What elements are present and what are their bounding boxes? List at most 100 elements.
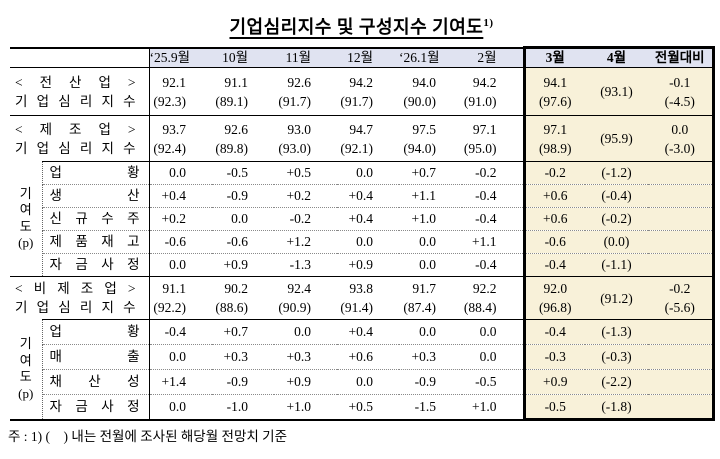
contrib-row-label: 자 금 사 정	[42, 253, 150, 277]
contrib-value-cell: +0.9	[212, 253, 274, 277]
contrib-value-cell: -0.4	[149, 319, 212, 345]
contrib-row: 기 여 도 (p) 업 황 -0.4 +0.7 0.0 +0.4 0.0 0.0 -0.4 (-1…	[10, 319, 715, 421]
contrib-value-cell: 0.0	[149, 344, 212, 370]
contrib-value-cell: (-1.1)	[585, 253, 648, 277]
contrib-value-cell: +1.2	[274, 230, 337, 254]
contrib-value-cell: +0.4	[149, 184, 212, 208]
index-value-cell: 90.2 (88.6)	[212, 276, 274, 320]
index-value-top: 92.6	[287, 74, 311, 90]
index-value-cell: 92.1 (92.3)	[149, 67, 212, 116]
index-value-cell: 97.1 (98.9)	[522, 115, 585, 162]
contrib-value-cell	[648, 253, 715, 277]
index-value-cell: -0.1 (-4.5)	[648, 67, 715, 116]
contrib-group-cell: 기 여 도 (p)	[10, 161, 43, 277]
index-value-cell: 94.0 (90.0)	[399, 67, 462, 116]
contrib-value-cell: (-2.2)	[585, 369, 648, 395]
contrib-row: 매 출 0.0 +0.3 +0.3 +0.6 +0.3 0.0 -0.3 (-0.3)	[10, 344, 715, 370]
contrib-value-cell: (-1.8)	[585, 394, 648, 421]
index-value-bottom: (91.4)	[340, 300, 373, 315]
index-value-bottom: (-4.5)	[664, 93, 695, 109]
contrib-value-cell: -0.2	[462, 161, 524, 185]
contrib-row: 자 금 사 정 0.0 +0.9 -1.3 +0.9 0.0 -0.4 -0.4 (-1.1)	[10, 253, 715, 277]
index-value-cell: 91.1 (89.1)	[212, 67, 274, 116]
contrib-value-cell: -0.5	[522, 394, 585, 421]
month-header-cell: ‘25.9월	[149, 46, 212, 68]
contrib-value-cell	[648, 161, 715, 185]
contrib-value-cell: -0.4	[462, 253, 524, 277]
month-header-cell: 11월	[274, 46, 337, 68]
contrib-row: 생 산 +0.4 -0.9 +0.2 +0.4 +1.1 -0.4 +0.6 (-0.4)	[10, 184, 715, 208]
contrib-row: 기 여 도 (p) 업 황 0.0 -0.5 +0.5 0.0 +0.7 -0.2 -0.2 (-…	[10, 161, 715, 277]
contrib-value-cell: +0.6	[337, 344, 399, 370]
contrib-value-cell: +0.7	[399, 161, 462, 185]
report-page: 기업심리지수 및 구성지수 기여도1) ‘25.9월 10월 11월 12월 ‘26.1…	[0, 13, 720, 459]
index-value-bottom: (88.4)	[463, 300, 497, 315]
contrib-value-cell: +1.0	[462, 394, 524, 421]
contrib-value-cell: (0.0)	[585, 230, 648, 254]
contrib-value-cell	[648, 207, 715, 231]
contrib-value-cell: -0.6	[149, 230, 212, 254]
index-value-bottom: (98.9)	[538, 140, 572, 156]
index-value-cell: 0.0 (-3.0)	[648, 115, 715, 162]
contrib-value-cell: +1.0	[274, 394, 337, 421]
contrib-value-cell: -0.6	[212, 230, 274, 254]
contrib-value-cell: (-1.2)	[585, 161, 648, 185]
index-value-bottom: (95.9)	[600, 131, 633, 146]
contrib-value-cell: +0.3	[274, 344, 337, 370]
index-value-top: 92.0	[543, 281, 568, 296]
index-value-cell: 94.1 (97.6)	[522, 67, 585, 116]
month-header-cell: 전월대비	[648, 46, 715, 68]
month-header-cell: 4월	[585, 46, 648, 68]
index-value-bottom: (97.6)	[538, 93, 572, 109]
index-value-bottom: (92.1)	[340, 140, 373, 156]
contrib-value-cell: -0.4	[522, 253, 585, 277]
month-header-cell: 2월	[462, 46, 524, 68]
contrib-value-cell: (-1.3)	[585, 319, 648, 345]
contrib-value-cell: 0.0	[274, 319, 337, 345]
contrib-value-cell: +0.2	[149, 207, 212, 231]
contrib-value-cell	[648, 344, 715, 370]
contrib-value-cell: -1.5	[399, 394, 462, 421]
contrib-row: 자 금 사 정 0.0 -1.0 +1.0 +0.5 -1.5 +1.0 -0.5 (-1.8)	[10, 394, 715, 421]
table-header-row: ‘25.9월 10월 11월 12월 ‘26.1월 2월 3월 4월 전월대비	[10, 46, 715, 68]
contrib-row: 채 산 성 +1.4 -0.9 +0.9 0.0 -0.9 -0.5 +0.9 (-2.2)	[10, 369, 715, 395]
contrib-value-cell: +0.7	[212, 319, 274, 345]
index-value-top: 94.1	[543, 74, 568, 90]
month-header-cell: ‘26.1월	[399, 46, 462, 68]
index-value-top: 92.2	[472, 281, 497, 296]
contrib-value-cell: +0.5	[274, 161, 337, 185]
index-value-top: 92.6	[224, 121, 248, 137]
page-title-text: 기업심리지수 및 구성지수 기여도	[229, 17, 484, 37]
contrib-value-cell	[648, 184, 715, 208]
contrib-value-cell: -1.3	[274, 253, 337, 277]
index-value-top: 94.0	[412, 74, 436, 90]
index-value-top: 92.1	[162, 74, 186, 90]
index-value-top: 97.1	[543, 121, 568, 137]
index-value-cell: 94.2 (91.7)	[337, 67, 399, 116]
contrib-value-cell: 0.0	[399, 230, 462, 254]
index-value-cell: 92.0 (96.8)	[522, 276, 585, 320]
contrib-value-cell: +1.0	[399, 207, 462, 231]
index-value-bottom: (93.0)	[278, 140, 311, 156]
index-value-bottom: (91.2)	[600, 290, 633, 306]
contrib-value-cell: +0.3	[399, 344, 462, 370]
index-value-cell: 94.2 (91.0)	[462, 67, 524, 116]
contrib-value-cell: 0.0	[337, 230, 399, 254]
contrib-value-cell: -0.3	[522, 344, 585, 370]
contrib-group-cell: 기 여 도 (p)	[10, 319, 43, 421]
index-value-bottom: (90.0)	[403, 93, 436, 109]
contrib-value-cell: +0.4	[337, 319, 399, 345]
section-label: < 비 제 조 업 > 기 업 심 리 지 수	[10, 276, 150, 320]
contrib-row-label: 제 품 재 고	[42, 230, 150, 254]
contrib-value-cell: +0.2	[274, 184, 337, 208]
index-value-bottom: (-5.6)	[664, 300, 695, 315]
contrib-value-cell: +0.9	[274, 369, 337, 395]
contrib-value-cell: -0.2	[522, 161, 585, 185]
contrib-value-cell: 0.0	[337, 161, 399, 185]
contrib-value-cell: 0.0	[212, 207, 274, 231]
contrib-value-cell: +0.4	[337, 207, 399, 231]
index-value-cell: 97.5 (94.0)	[399, 115, 462, 162]
contrib-value-cell: -0.4	[462, 184, 524, 208]
contrib-value-cell: (-0.2)	[585, 207, 648, 231]
contrib-value-cell: +1.1	[399, 184, 462, 208]
